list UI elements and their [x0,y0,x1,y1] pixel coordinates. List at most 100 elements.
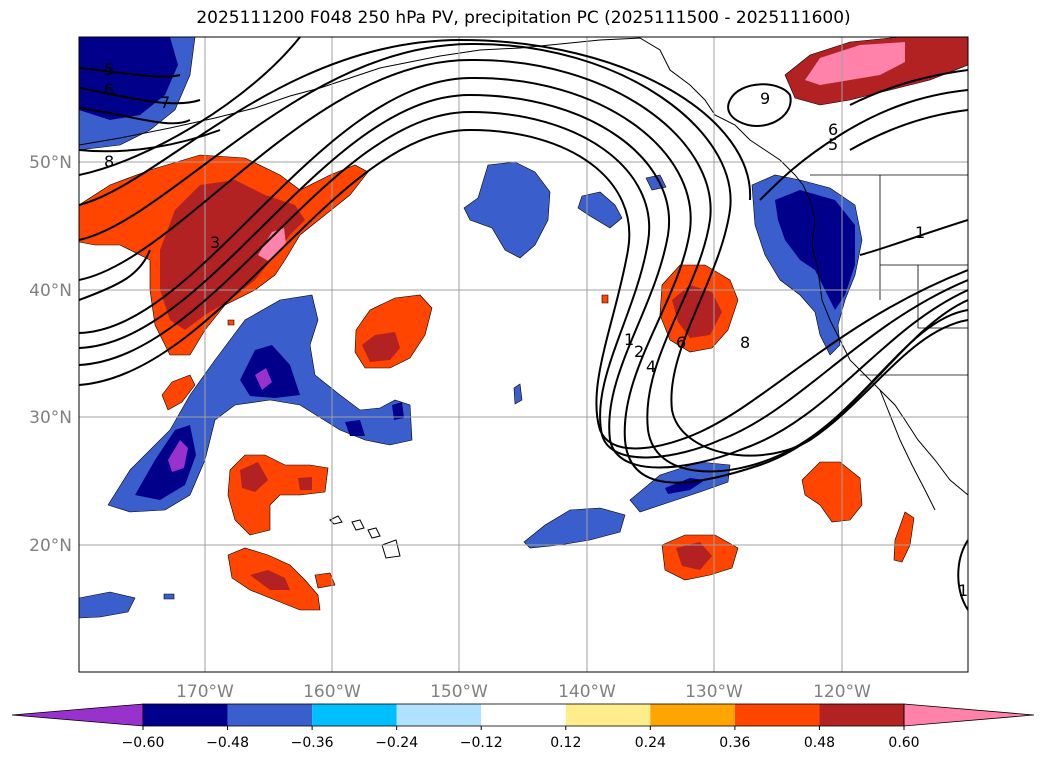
contour-label: 2 [634,342,644,361]
coastline-hawaii-3 [367,527,381,539]
contour-label: 6 [104,80,114,99]
colorbar-frame [142,703,905,727]
pv-contour-10 [79,87,201,105]
longitude-axis: 170°W 160°W 150°W 140°W 130°W 120°W [176,682,871,702]
pv-contour-19 [79,249,151,301]
colorbar-swatch [396,704,482,726]
neg-field-small-3 [163,593,175,600]
pv-contour-2 [79,93,968,469]
colorbar-tick-label: −0.48 [206,735,249,751]
latitude-label: 30°N [29,408,72,428]
colorbar-tick-label: −0.24 [375,735,418,751]
colorbar-tick-label: 0.24 [635,735,666,751]
contour-label: 1 [624,330,634,349]
contour-label: 3 [210,233,220,252]
pv-contour-3 [79,110,968,459]
colorbar-swatch [227,704,313,726]
pv-contour-6 [79,42,968,457]
pos-field-dot-1 [601,294,609,304]
pv-contour-16 [759,89,968,201]
pos-field-center-left-core [362,332,400,362]
neg-field-sw-band-core4 [392,402,404,420]
pos-field-south-2-core [250,570,290,590]
latitude-label: 40°N [29,281,72,301]
coastlines [79,37,968,559]
pos-field-south-1-core [240,462,268,492]
pv-contour-1 [79,76,968,484]
coastline-baja [879,389,936,511]
pv-contour-11 [79,67,181,78]
colorbar-swatch [819,704,904,726]
pos-field-south-3 [314,572,336,589]
colorbar-swatch [650,704,735,726]
pv-contours [79,37,968,611]
colorbar-tick-label: 0.36 [719,735,750,751]
colorbar-tick-label: 0.12 [550,735,581,751]
political-boundaries [810,174,968,376]
map-title: 2025111200 F048 250 hPa PV, precipitatio… [196,8,851,28]
longitude-label: 120°W [813,682,871,702]
pv-contour-18 [849,69,968,106]
colorbar-swatch [312,704,397,726]
colorbar-extend-low [11,703,144,727]
neg-field-small-east [577,191,623,229]
pv-contour-9 [79,107,191,125]
coastline-alaska [79,37,804,186]
pv-contour-7 [79,38,752,206]
pv-contour-12 [79,129,221,153]
neg-field-sw-band-core2 [240,345,300,398]
contour-label: 8 [104,152,114,171]
contour-label: 1 [915,223,925,242]
colorbar-extend-high [903,703,1035,727]
map-frame [78,36,969,673]
contour-labels: 5 6 7 8 3 9 5 6 1 1 2 4 6 8 1 [104,60,968,600]
colorbar-tick-label: −0.36 [291,735,334,751]
neg-field-small-1 [513,383,523,405]
latitude-label: 50°N [29,153,72,173]
contour-label: 1 [958,581,968,600]
neg-field-central [463,161,551,259]
pv-contour-17 [849,109,968,151]
contour-label: 6 [828,120,838,139]
pv-contour-4 [79,128,968,450]
negative-anomaly-fields [79,37,863,619]
contour-label: 4 [646,357,656,376]
colorbar-tick-label: 0.60 [888,735,919,751]
colorbar-tick-label: −0.60 [122,735,165,751]
colorbar-swatch [143,704,228,726]
contour-label: 6 [676,333,686,352]
colorbar-tick-label: 0.48 [804,735,835,751]
neg-field-us-west-core [775,190,855,310]
longitude-label: 170°W [176,682,234,702]
positive-anomaly-fields [79,37,968,611]
neg-field-nw-corner-core [79,37,178,120]
contour-label: 5 [828,135,838,154]
pos-field-southeast-2 [801,461,863,523]
colorbar-swatch [734,704,820,726]
pos-field-small-left [161,374,196,411]
latitude-label: 20°N [29,536,72,556]
contour-label: 9 [760,89,770,108]
coastline-hawaii-2 [351,519,365,531]
pv-contour-14 [859,219,968,256]
colorbar-tick-label: −0.12 [460,735,503,751]
coastline-north-america [802,184,968,496]
latitude-axis: 50°N 40°N 30°N 20°N [29,153,72,556]
coastline-hawaii-4 [381,539,401,559]
longitude-label: 130°W [685,682,743,702]
pos-field-southeast-1-core [676,542,712,570]
colorbar: −0.60 −0.48 −0.36 −0.24 −0.12 0.12 0.24 0.36 0.4… [11,703,1035,751]
pos-field-dot-2 [227,319,235,326]
border-states-2 [917,265,968,329]
pos-field-south-1-core2 [298,477,312,490]
colorbar-swatch [565,704,651,726]
colorbar-swatch [481,704,566,726]
neg-field-south-band-2 [523,507,626,549]
pv-contour-13 [727,83,792,127]
map-content: 5 6 7 8 3 9 5 6 1 1 2 4 6 8 1 [79,37,968,672]
pv-contour-8 [79,37,301,176]
neg-field-sw-band-core3 [345,420,365,436]
longitude-label: 140°W [558,682,616,702]
contour-label: 5 [104,60,114,79]
